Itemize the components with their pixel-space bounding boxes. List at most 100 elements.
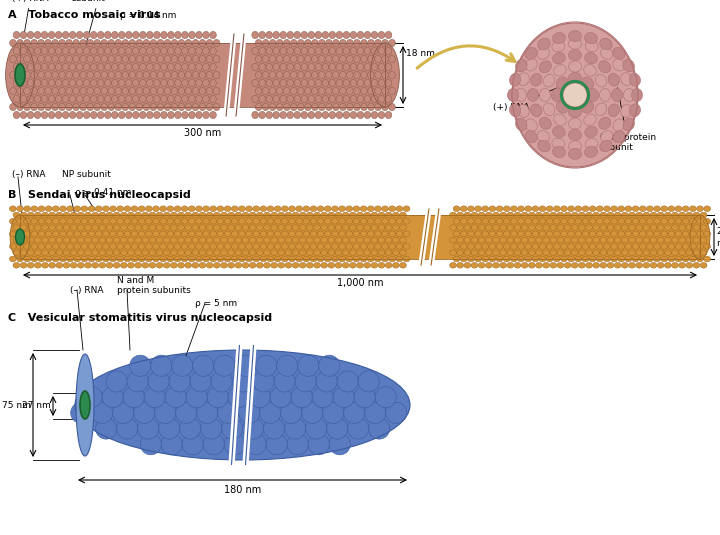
Ellipse shape: [636, 225, 642, 231]
Ellipse shape: [500, 263, 507, 268]
Ellipse shape: [9, 56, 17, 63]
Ellipse shape: [160, 256, 166, 262]
Bar: [20, 215, 700, 259]
Ellipse shape: [572, 250, 578, 256]
Ellipse shape: [71, 238, 77, 243]
Ellipse shape: [42, 225, 48, 231]
Ellipse shape: [382, 103, 388, 111]
Ellipse shape: [693, 225, 700, 231]
Ellipse shape: [346, 206, 353, 211]
Ellipse shape: [683, 206, 689, 211]
Ellipse shape: [611, 243, 618, 249]
Ellipse shape: [252, 95, 258, 103]
Ellipse shape: [561, 243, 567, 249]
Circle shape: [171, 355, 193, 376]
Ellipse shape: [178, 87, 185, 95]
Ellipse shape: [325, 218, 331, 224]
Ellipse shape: [253, 206, 260, 211]
Ellipse shape: [683, 243, 689, 249]
Ellipse shape: [478, 225, 485, 231]
Ellipse shape: [325, 206, 331, 211]
Ellipse shape: [210, 243, 217, 249]
Ellipse shape: [342, 212, 349, 218]
Ellipse shape: [507, 238, 513, 243]
Circle shape: [333, 387, 354, 408]
Ellipse shape: [119, 64, 125, 71]
Circle shape: [348, 418, 369, 439]
Ellipse shape: [80, 56, 86, 63]
Ellipse shape: [675, 243, 682, 249]
Ellipse shape: [693, 263, 700, 268]
Ellipse shape: [109, 256, 117, 262]
Ellipse shape: [192, 103, 199, 111]
Ellipse shape: [328, 212, 335, 218]
Ellipse shape: [331, 243, 338, 249]
Circle shape: [276, 355, 298, 376]
Ellipse shape: [56, 238, 63, 243]
Ellipse shape: [16, 229, 24, 245]
Ellipse shape: [328, 238, 335, 243]
Ellipse shape: [220, 263, 228, 268]
Circle shape: [134, 402, 155, 423]
Ellipse shape: [210, 111, 217, 119]
Ellipse shape: [132, 95, 139, 103]
Ellipse shape: [629, 104, 641, 117]
Ellipse shape: [192, 56, 199, 63]
Ellipse shape: [360, 206, 367, 211]
Ellipse shape: [101, 56, 107, 63]
Ellipse shape: [73, 56, 79, 63]
Ellipse shape: [174, 231, 181, 236]
Ellipse shape: [636, 263, 642, 268]
Ellipse shape: [378, 225, 385, 231]
Ellipse shape: [253, 256, 260, 262]
Ellipse shape: [618, 256, 625, 262]
Ellipse shape: [596, 243, 603, 249]
Ellipse shape: [385, 212, 392, 218]
Circle shape: [106, 371, 127, 392]
Ellipse shape: [63, 263, 70, 268]
Ellipse shape: [503, 256, 510, 262]
Ellipse shape: [618, 231, 625, 236]
Ellipse shape: [568, 218, 575, 224]
Ellipse shape: [607, 238, 614, 243]
Ellipse shape: [585, 33, 598, 44]
Ellipse shape: [364, 250, 371, 256]
Ellipse shape: [31, 56, 37, 63]
Ellipse shape: [349, 263, 356, 268]
Ellipse shape: [164, 40, 171, 47]
Ellipse shape: [382, 231, 389, 236]
Ellipse shape: [56, 263, 63, 268]
Ellipse shape: [13, 111, 20, 119]
Ellipse shape: [357, 32, 364, 39]
Circle shape: [127, 371, 148, 392]
Circle shape: [319, 355, 340, 376]
Ellipse shape: [49, 263, 55, 268]
Ellipse shape: [350, 79, 356, 87]
Ellipse shape: [342, 263, 349, 268]
Ellipse shape: [210, 256, 217, 262]
Ellipse shape: [20, 111, 27, 119]
Ellipse shape: [258, 48, 266, 55]
Ellipse shape: [157, 87, 163, 95]
Ellipse shape: [518, 243, 524, 249]
Ellipse shape: [264, 225, 270, 231]
Ellipse shape: [292, 250, 299, 256]
Ellipse shape: [603, 218, 611, 224]
Ellipse shape: [199, 71, 206, 79]
Ellipse shape: [371, 263, 378, 268]
Ellipse shape: [328, 263, 335, 268]
Ellipse shape: [136, 103, 143, 111]
Ellipse shape: [464, 263, 471, 268]
Ellipse shape: [632, 256, 639, 262]
Ellipse shape: [52, 40, 58, 47]
Ellipse shape: [314, 263, 320, 268]
Ellipse shape: [489, 231, 496, 236]
Ellipse shape: [569, 50, 582, 60]
Ellipse shape: [112, 64, 118, 71]
Ellipse shape: [600, 212, 607, 218]
Ellipse shape: [672, 263, 678, 268]
Ellipse shape: [278, 212, 284, 218]
Ellipse shape: [13, 250, 20, 256]
Ellipse shape: [181, 231, 188, 236]
Ellipse shape: [260, 243, 267, 249]
